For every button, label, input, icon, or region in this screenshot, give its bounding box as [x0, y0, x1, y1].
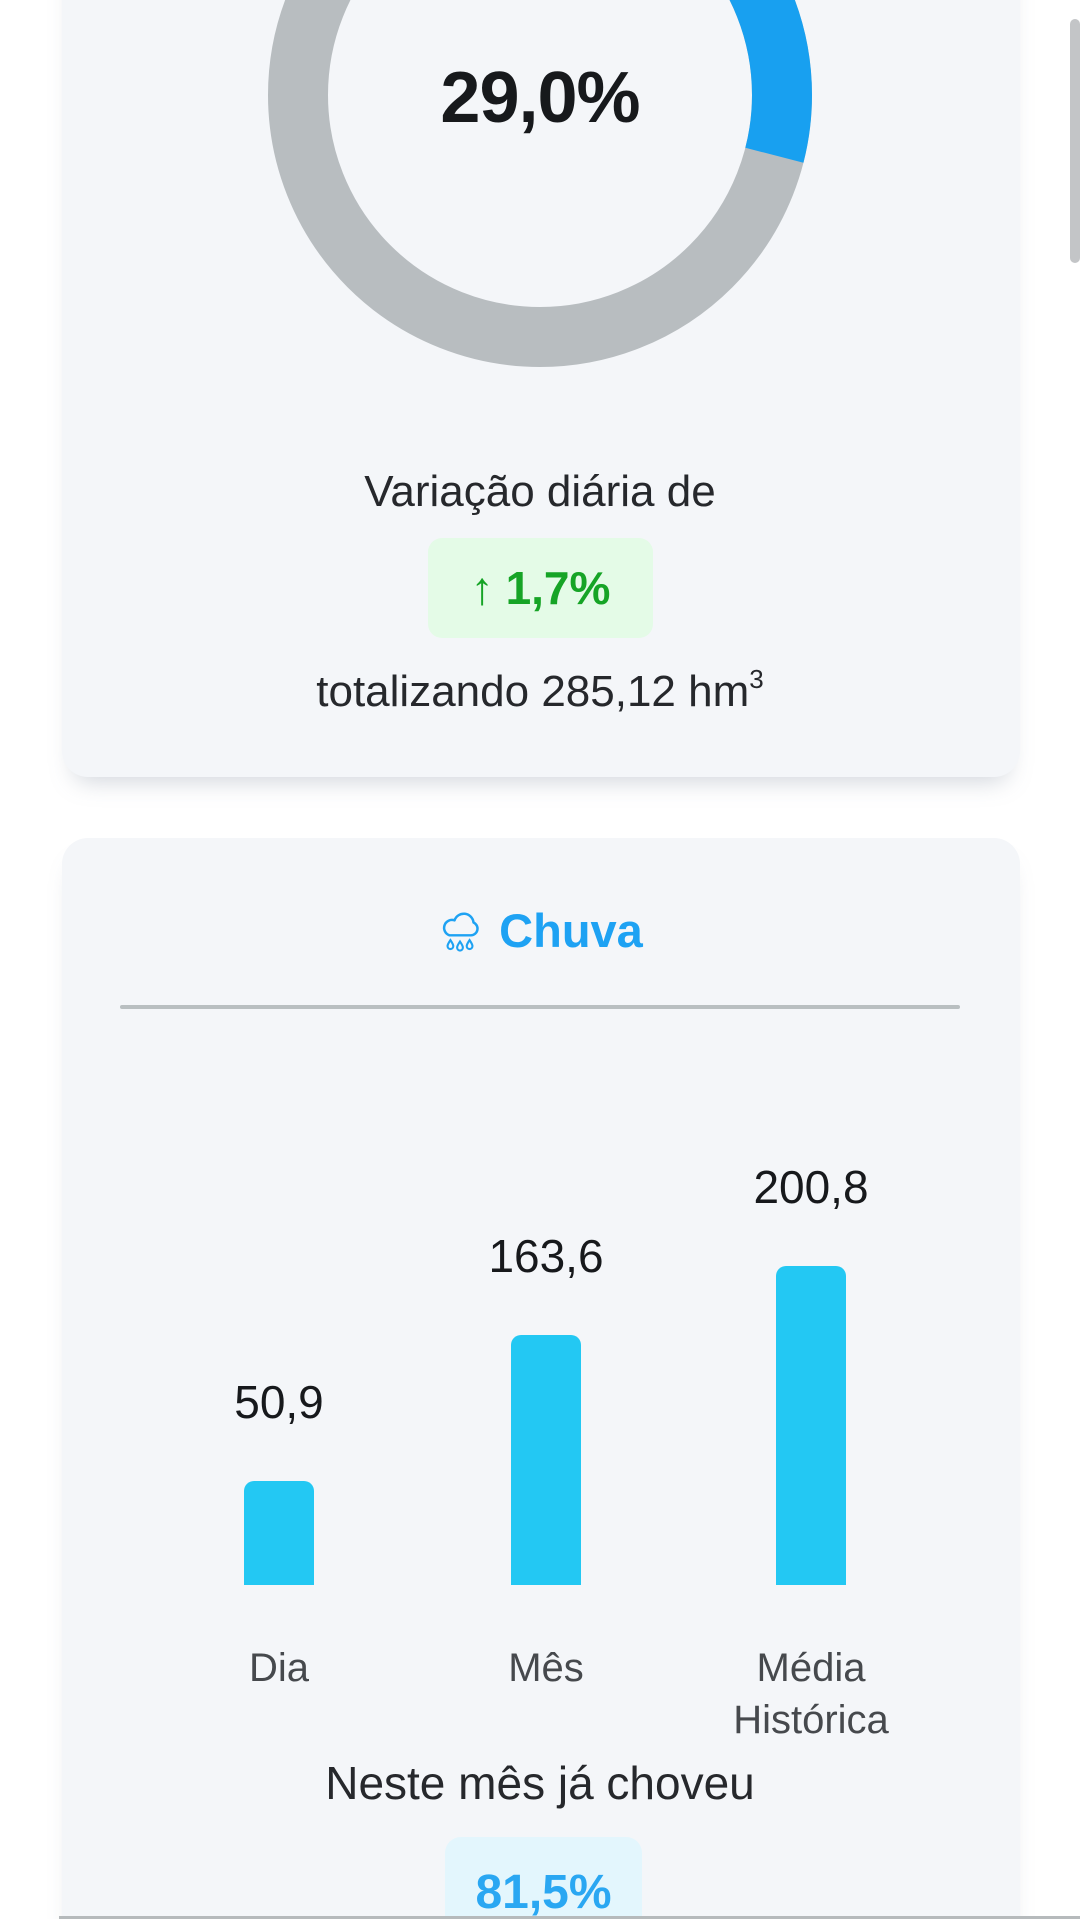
donut-track: [268, 0, 812, 367]
bar-column-mes: 163,6: [446, 1160, 646, 1585]
bar-column-media-historica: 200,8: [711, 1160, 911, 1585]
rain-percentage-badge: 81,5%: [445, 1837, 642, 1919]
bar-dia[interactable]: [244, 1481, 314, 1585]
donut-chart: [268, 0, 812, 367]
up-arrow-icon: ↑: [470, 562, 494, 614]
donut-percentage-label: 29,0%: [440, 58, 640, 138]
bar-value-label: 163,6: [488, 1230, 604, 1282]
total-volume-exponent: 3: [749, 664, 764, 694]
rain-card-title: Chuva: [499, 904, 643, 957]
bar-value-label: 50,9: [234, 1376, 324, 1428]
variation-value: 1,7%: [505, 562, 611, 614]
total-volume-label: totalizando 285,12 hm3: [0, 664, 1080, 717]
reservoir-card: [62, 0, 1020, 777]
bar-mes[interactable]: [511, 1335, 581, 1585]
bottom-border-line: [59, 1916, 1080, 1919]
bar-category-label-mes: Mês: [508, 1646, 584, 1690]
bar-category-label-dia: Dia: [248, 1646, 310, 1690]
scrollbar-thumb[interactable]: [1070, 19, 1080, 263]
rain-month-label: Neste mês já choveu: [325, 1757, 755, 1809]
rain-card-header: Chuva: [0, 903, 1080, 958]
bar-category-label-media-historica: Média Histórica: [733, 1646, 889, 1742]
divider: [120, 1005, 960, 1009]
variation-badge: ↑ 1,7%: [428, 538, 653, 638]
bar-value-label: 200,8: [753, 1161, 869, 1213]
rain-cloud-icon: [443, 911, 479, 952]
variation-label: Variação diária de: [364, 467, 716, 516]
bar-column-dia: 50,9: [179, 1160, 379, 1585]
total-volume-text: totalizando 285,12 hm: [316, 667, 750, 716]
donut-arc[interactable]: [268, 0, 812, 367]
rain-percentage-value: 81,5%: [475, 1865, 612, 1919]
bar-media-historica[interactable]: [776, 1266, 846, 1585]
